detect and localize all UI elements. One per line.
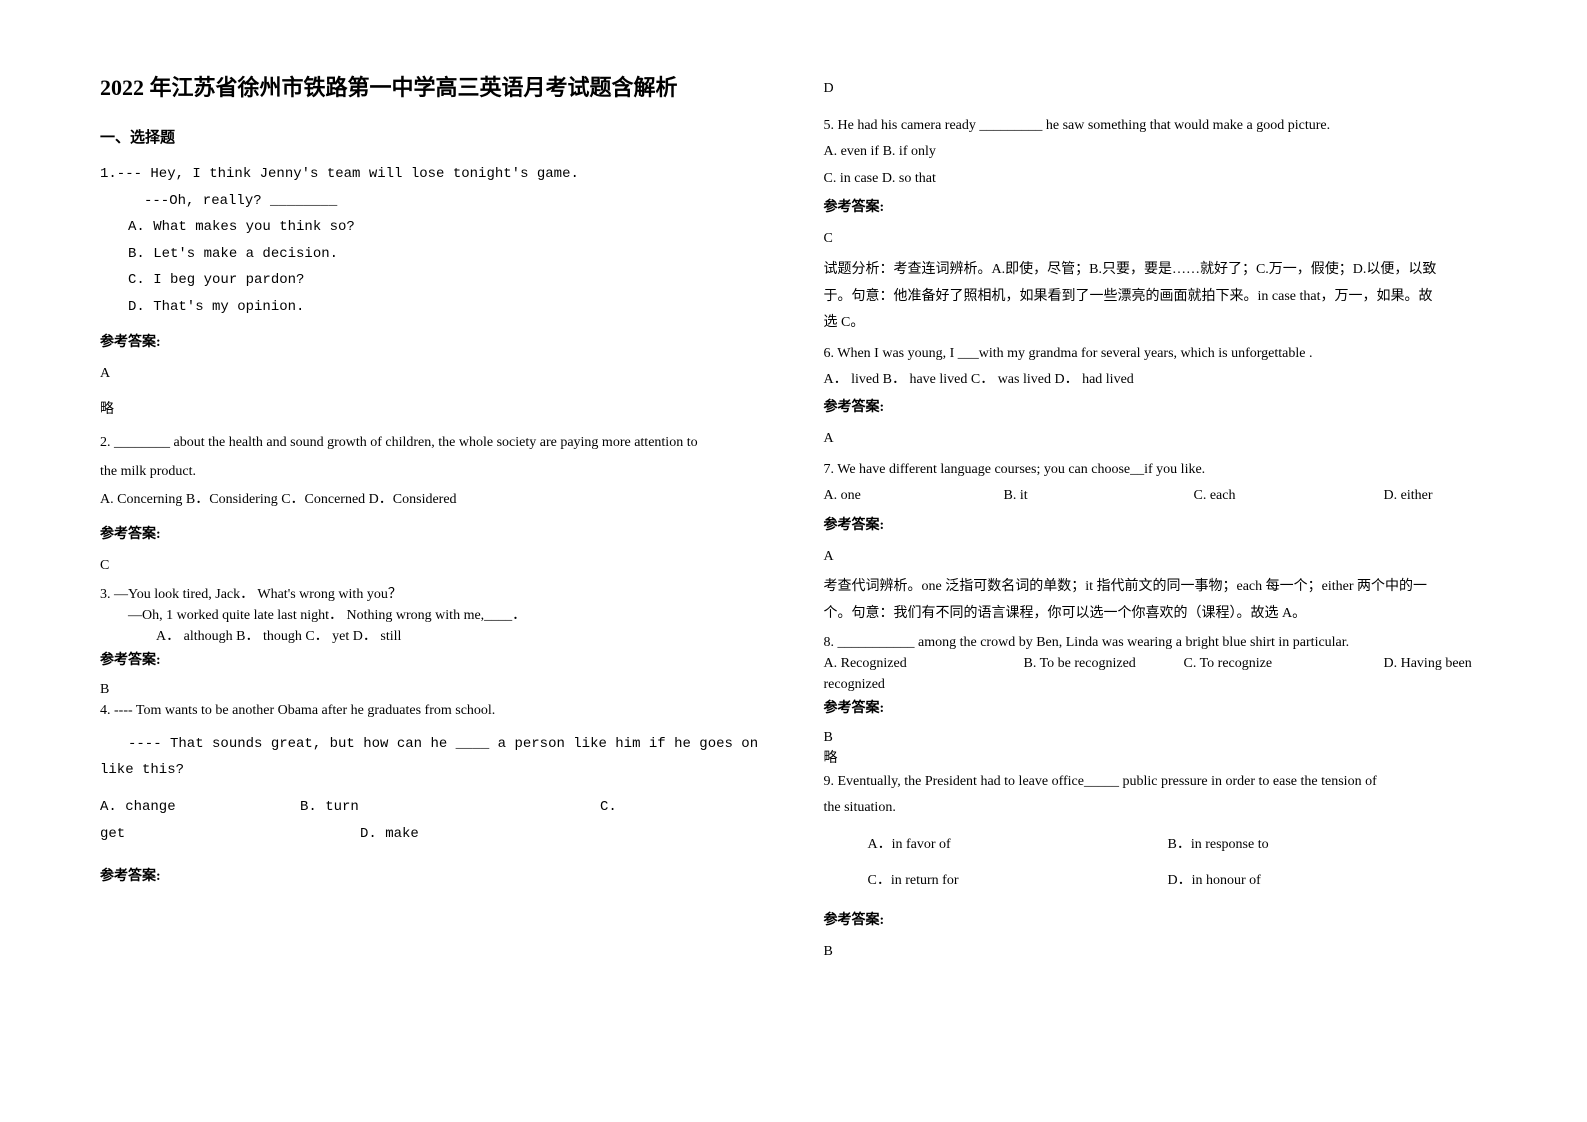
q1-note: 略 bbox=[100, 397, 764, 424]
q6-answer: A bbox=[824, 426, 1488, 453]
q6-options: A． lived B． have lived C． was lived D． h… bbox=[824, 367, 1488, 394]
q4-options-row1: A. change B. turn C. bbox=[100, 794, 764, 821]
q1-answer: A bbox=[100, 361, 764, 388]
right-column: D 5. He had his camera ready _________ h… bbox=[794, 70, 1488, 1082]
q7-explain-line1: 考查代词辨析。one 泛指可数名词的单数；it 指代前文的同一事物；each 每… bbox=[824, 574, 1488, 601]
page-root: 2022 年江苏省徐州市铁路第一中学高三英语月考试题含解析 一、选择题 1.--… bbox=[0, 0, 1587, 1122]
q4-answer: D bbox=[824, 76, 1488, 103]
q5-explain-line1: 试题分析：考查连词辨析。A.即使，尽管；B.只要，要是……就好了；C.万一，假使… bbox=[824, 257, 1488, 284]
q3-answer: B bbox=[100, 679, 764, 700]
q5-explain-line2: 于。句意：他准备好了照相机，如果看到了一些漂亮的画面就拍下来。in case t… bbox=[824, 284, 1488, 311]
q7-answer-label: 参考答案: bbox=[824, 514, 1488, 534]
q7-explain-line2: 个。句意：我们有不同的语言课程，你可以选一个你喜欢的（课程）。故选 A。 bbox=[824, 601, 1488, 628]
q8-option-a: A. Recognized bbox=[824, 653, 1024, 674]
q4-answer-label: 参考答案: bbox=[100, 865, 764, 885]
q9-stem-line1: 9. Eventually, the President had to leav… bbox=[824, 769, 1488, 796]
q8-option-c: C. To recognize bbox=[1184, 653, 1384, 674]
q5-options-line2: C. in case D. so that bbox=[824, 166, 1488, 193]
q5-stem: 5. He had his camera ready _________ he … bbox=[824, 113, 1488, 140]
q8-option-b: B. To be recognized bbox=[1024, 653, 1184, 674]
q8-answer-label: 参考答案: bbox=[824, 697, 1488, 717]
q9-option-a: A．in favor of bbox=[868, 832, 1168, 859]
q9-answer: B bbox=[824, 939, 1488, 966]
q6-answer-label: 参考答案: bbox=[824, 396, 1488, 416]
q7-option-b: B. it bbox=[1004, 483, 1194, 510]
q8-answer: B bbox=[824, 727, 1488, 748]
left-column: 2022 年江苏省徐州市铁路第一中学高三英语月考试题含解析 一、选择题 1.--… bbox=[100, 70, 794, 1082]
q9-stem-line2: the situation. bbox=[824, 795, 1488, 822]
q5-answer-label: 参考答案: bbox=[824, 196, 1488, 216]
q8-option-d-part1: D. Having been bbox=[1384, 653, 1472, 674]
q7-stem: 7. We have different language courses; y… bbox=[824, 457, 1488, 484]
q2-answer: C bbox=[100, 553, 764, 580]
q4-option-d: D. make bbox=[360, 821, 419, 848]
q4-option-b: B. turn bbox=[300, 794, 600, 821]
q4-stem-line2: ---- That sounds great, but how can he _… bbox=[100, 731, 764, 758]
q5-answer: C bbox=[824, 226, 1488, 253]
q7-option-a: A. one bbox=[824, 483, 1004, 510]
q4-option-a: A. change bbox=[100, 794, 300, 821]
q9-option-d: D．in honour of bbox=[1168, 868, 1261, 895]
q9-options-row2: C．in return for D．in honour of bbox=[824, 868, 1488, 895]
q8-stem: 8. ___________ among the crowd by Ben, L… bbox=[824, 632, 1488, 653]
q3-stem-line1: 3. —You look tired, Jack． What's wrong w… bbox=[100, 584, 764, 605]
q2-stem-line1: 2. ________ about the health and sound g… bbox=[100, 428, 764, 457]
q2-stem-line2: the milk product. bbox=[100, 457, 764, 486]
q1-stem-line1: 1.--- Hey, I think Jenny's team will los… bbox=[100, 161, 764, 188]
q4-stem-line3: like this? bbox=[100, 757, 764, 784]
q9-options-row1: A．in favor of B．in response to bbox=[824, 832, 1488, 859]
q1-option-b: B. Let's make a decision. bbox=[100, 241, 764, 268]
q1-option-c: C. I beg your pardon? bbox=[100, 267, 764, 294]
q3-options: A． although B． though C． yet D． still bbox=[100, 626, 764, 647]
section-heading: 一、选择题 bbox=[100, 126, 764, 147]
document-title: 2022 年江苏省徐州市铁路第一中学高三英语月考试题含解析 bbox=[100, 70, 764, 102]
q3-stem-line2: —Oh, 1 worked quite late last night． Not… bbox=[100, 605, 764, 626]
q7-option-c: C. each bbox=[1194, 483, 1384, 510]
q7-option-d: D. either bbox=[1384, 483, 1433, 510]
q7-options: A. one B. it C. each D. either bbox=[824, 483, 1488, 510]
q8-options-row1: A. Recognized B. To be recognized C. To … bbox=[824, 653, 1488, 674]
q5-options-line1: A. even if B. if only bbox=[824, 139, 1488, 166]
q6-stem: 6. When I was young, I ___with my grandm… bbox=[824, 341, 1488, 368]
q4-option-c: get bbox=[100, 821, 360, 848]
q4-option-c-prefix: C. bbox=[600, 794, 617, 821]
q9-option-b: B．in response to bbox=[1168, 832, 1269, 859]
q4-stem-line1: 4. ---- Tom wants to be another Obama af… bbox=[100, 700, 764, 721]
q1-stem-line2: ---Oh, really? ________ bbox=[100, 188, 764, 215]
q2-answer-label: 参考答案: bbox=[100, 523, 764, 543]
q9-answer-label: 参考答案: bbox=[824, 909, 1488, 929]
q9-option-c: C．in return for bbox=[868, 868, 1168, 895]
q5-explain-line3: 选 C。 bbox=[824, 310, 1488, 337]
q1-option-d: D. That's my opinion. bbox=[100, 294, 764, 321]
q7-answer: A bbox=[824, 544, 1488, 571]
q1-answer-label: 参考答案: bbox=[100, 331, 764, 351]
q8-option-d-part2: recognized bbox=[824, 674, 1488, 695]
q3-answer-label: 参考答案: bbox=[100, 649, 764, 669]
q4-options-row2: get D. make bbox=[100, 821, 764, 848]
q1-option-a: A. What makes you think so? bbox=[100, 214, 764, 241]
q8-note: 略 bbox=[824, 748, 1488, 769]
q2-options: A. Concerning B．Considering C．Concerned … bbox=[100, 487, 764, 514]
